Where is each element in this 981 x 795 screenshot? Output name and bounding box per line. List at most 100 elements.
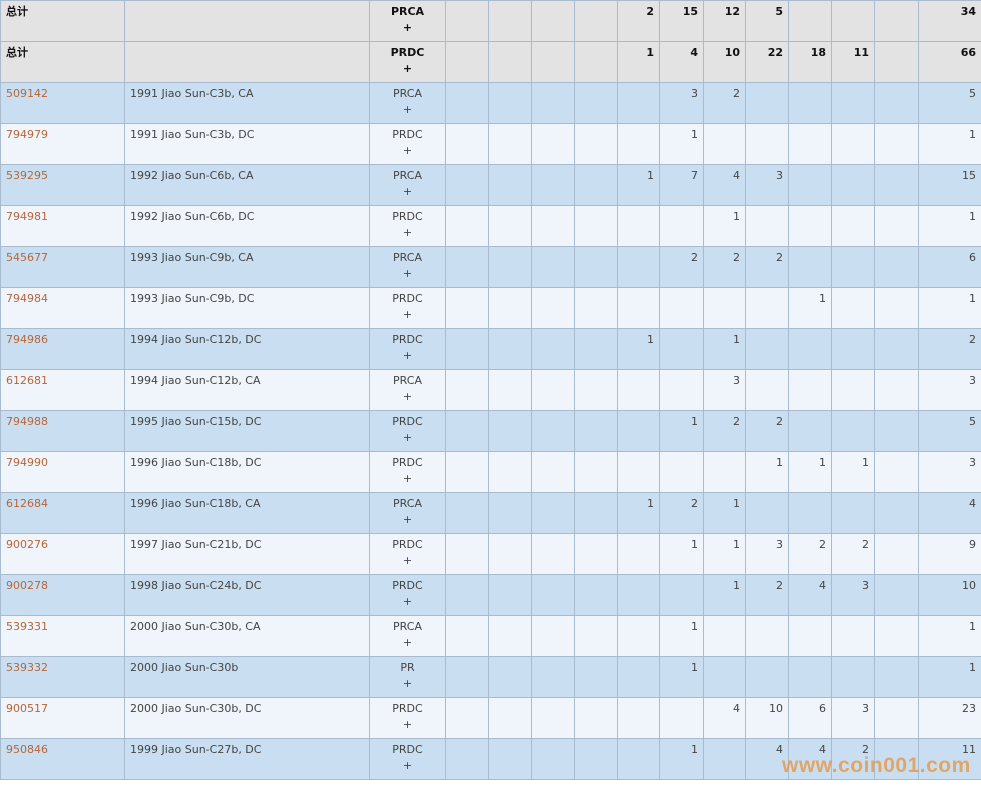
grade-count — [659, 369, 704, 411]
item-id-link[interactable]: 794990 — [6, 456, 48, 469]
item-name: 2000 Jiao Sun-C30b, CA — [124, 615, 370, 657]
item-name: 1992 Jiao Sun-C6b, DC — [124, 205, 370, 247]
grade-count: 12 — [703, 0, 746, 42]
expand-plus-icon[interactable]: + — [402, 267, 413, 280]
item-id-link[interactable]: 794984 — [6, 292, 48, 305]
expand-plus-icon[interactable]: + — [402, 62, 413, 75]
grade-count — [531, 164, 575, 206]
expand-plus-icon[interactable]: + — [402, 595, 413, 608]
expand-plus-icon[interactable]: + — [402, 226, 413, 239]
grade-count: 18 — [788, 41, 832, 83]
grade-count — [703, 615, 746, 657]
item-id-link[interactable]: 539332 — [6, 661, 48, 674]
item-id-link[interactable]: 950846 — [6, 743, 48, 756]
grade-count — [874, 246, 919, 288]
id-cell: 950846 — [0, 738, 125, 780]
grade-count — [531, 82, 575, 124]
grade-count — [574, 246, 618, 288]
grade-count — [531, 615, 575, 657]
grade-type: PRDC — [392, 456, 423, 469]
grade-count: 3 — [745, 533, 789, 575]
grade-count — [488, 82, 532, 124]
grade-count — [788, 0, 832, 42]
watermark: www.coin001.com — [782, 754, 971, 777]
table-row: 794984 1993 Jiao Sun-C9b, DC PRDC +1 1 — [0, 287, 981, 329]
grade-count — [574, 574, 618, 616]
grade-count — [445, 369, 489, 411]
summary-row: 总计 PRDC +1 4 10 22 18 11 66 — [0, 41, 981, 83]
expand-plus-icon[interactable]: + — [402, 759, 413, 772]
item-id-link[interactable]: 612681 — [6, 374, 48, 387]
item-id-link[interactable]: 794981 — [6, 210, 48, 223]
grade-count — [703, 656, 746, 698]
grade-count — [574, 164, 618, 206]
id-cell: 794984 — [0, 287, 125, 329]
grade-count — [531, 205, 575, 247]
expand-plus-icon[interactable]: + — [402, 513, 413, 526]
grade-count — [617, 451, 660, 493]
expand-plus-icon[interactable]: + — [402, 431, 413, 444]
expand-plus-icon[interactable]: + — [402, 308, 413, 321]
expand-plus-icon[interactable]: + — [402, 554, 413, 567]
grade-count: 1 — [703, 533, 746, 575]
grade-count: 1 — [788, 451, 832, 493]
grade-count — [488, 123, 532, 165]
grade-count: 2 — [703, 410, 746, 452]
grade-type-cell: PRDC + — [369, 287, 446, 329]
expand-plus-icon[interactable]: + — [402, 718, 413, 731]
grade-count — [831, 369, 875, 411]
expand-plus-icon[interactable]: + — [402, 349, 413, 362]
item-id-link[interactable]: 509142 — [6, 87, 48, 100]
expand-plus-icon[interactable]: + — [402, 103, 413, 116]
id-cell: 794981 — [0, 205, 125, 247]
grade-count — [445, 205, 489, 247]
grade-count: 1 — [745, 451, 789, 493]
grade-count — [659, 574, 704, 616]
grade-count — [574, 697, 618, 739]
table-row: 794990 1996 Jiao Sun-C18b, DC PRDC +1 1 1 3 — [0, 451, 981, 493]
total-count: 5 — [918, 82, 981, 124]
item-id-link[interactable]: 900278 — [6, 579, 48, 592]
item-id-link[interactable]: 794986 — [6, 333, 48, 346]
grade-count: 10 — [745, 697, 789, 739]
grade-type-cell: PRDC + — [369, 738, 446, 780]
grade-count — [531, 533, 575, 575]
item-id-link[interactable]: 539331 — [6, 620, 48, 633]
grade-count — [874, 287, 919, 329]
grade-count: 4 — [745, 738, 789, 780]
grade-count — [874, 410, 919, 452]
grade-count — [617, 697, 660, 739]
item-name: 1999 Jiao Sun-C27b, DC — [124, 738, 370, 780]
grade-type: PRCA — [393, 251, 422, 264]
item-id-link[interactable]: 900276 — [6, 538, 48, 551]
grade-count — [531, 656, 575, 698]
item-id-link[interactable]: 539295 — [6, 169, 48, 182]
item-id-link[interactable]: 545677 — [6, 251, 48, 264]
item-id-link[interactable]: 612684 — [6, 497, 48, 510]
grade-count: 1 — [703, 492, 746, 534]
grade-type: PRDC — [392, 128, 423, 141]
grade-count — [445, 697, 489, 739]
item-id-link[interactable]: 794979 — [6, 128, 48, 141]
expand-plus-icon[interactable]: + — [402, 21, 413, 34]
expand-plus-icon[interactable]: + — [402, 185, 413, 198]
grade-count: 1 — [788, 287, 832, 329]
expand-plus-icon[interactable]: + — [402, 677, 413, 690]
expand-plus-icon[interactable]: + — [402, 144, 413, 157]
expand-plus-icon[interactable]: + — [402, 636, 413, 649]
grade-count — [488, 0, 532, 42]
expand-plus-icon[interactable]: + — [402, 472, 413, 485]
grade-count — [788, 656, 832, 698]
grade-count: 4 — [703, 697, 746, 739]
grade-type-cell: PRCA + — [369, 164, 446, 206]
item-id-link[interactable]: 794988 — [6, 415, 48, 428]
grade-count — [874, 41, 919, 83]
grade-count — [617, 410, 660, 452]
grade-type: PR — [400, 661, 415, 674]
grade-type: PRCA — [393, 87, 422, 100]
grade-count — [831, 615, 875, 657]
grade-count — [445, 82, 489, 124]
total-count: 11 — [918, 738, 981, 780]
expand-plus-icon[interactable]: + — [402, 390, 413, 403]
item-id-link[interactable]: 900517 — [6, 702, 48, 715]
